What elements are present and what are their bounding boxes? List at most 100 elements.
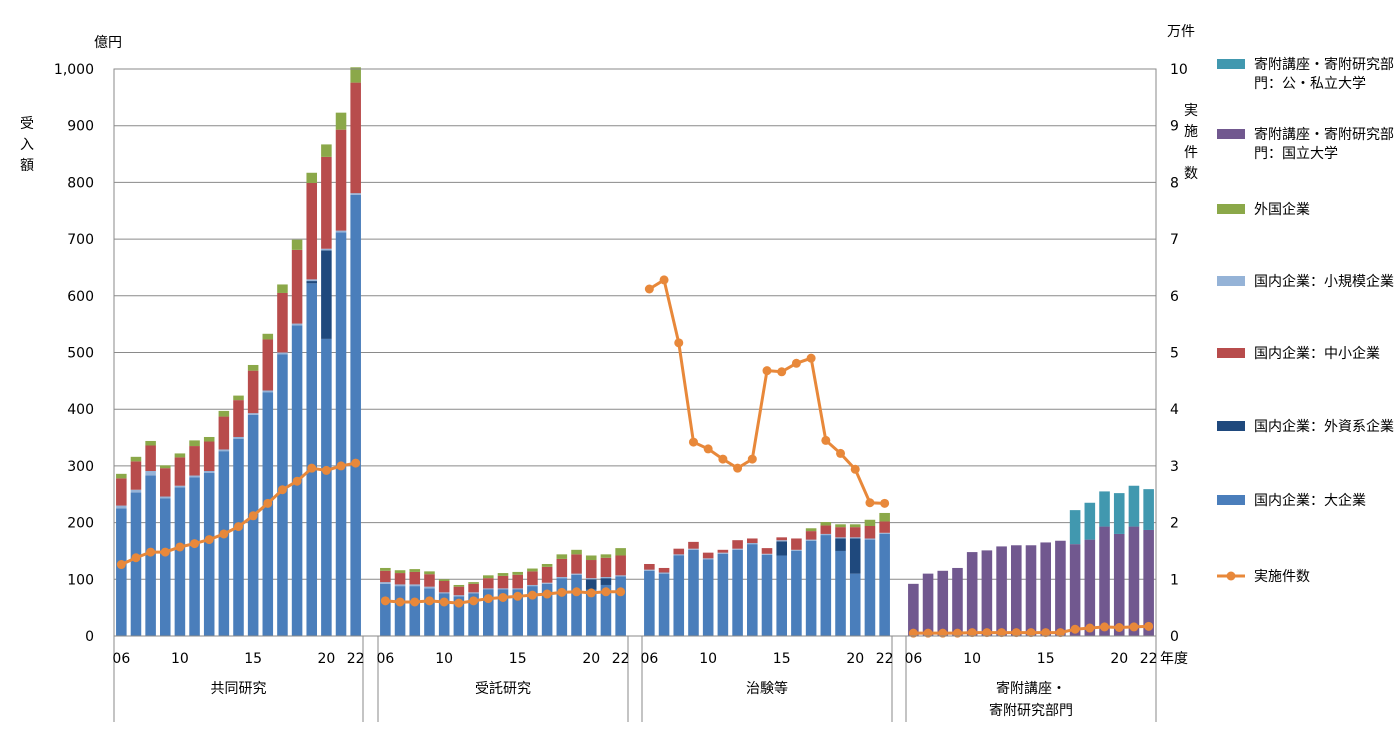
legend-label: 門：国立大学: [1254, 146, 1338, 162]
bar-sme: [116, 478, 127, 506]
bar-sme: [600, 557, 612, 578]
bar-large: [791, 550, 802, 636]
y-left-tick-label: 700: [67, 232, 94, 248]
bar-small: [585, 578, 597, 580]
bar-kifu_national: [1084, 539, 1096, 636]
bar-sme: [233, 400, 244, 437]
y-left-tick-label: 200: [67, 516, 94, 532]
bar-foreign: [409, 569, 421, 572]
bar-large: [468, 593, 479, 636]
bar-sme: [306, 182, 318, 280]
bar-kifu_national: [1055, 540, 1066, 636]
bar-sme: [218, 416, 230, 450]
bar-kifu_public: [1069, 510, 1081, 545]
group-label: 共同研究: [211, 681, 267, 697]
bar-small: [335, 230, 347, 233]
bar-small: [761, 553, 773, 555]
bar-sme: [835, 527, 846, 538]
bar-foreign: [218, 410, 230, 417]
bar-small: [512, 588, 523, 590]
bar-large: [761, 554, 773, 636]
y-left-tick-label: 1,000: [54, 62, 94, 78]
bar-foreign_cap: [321, 250, 332, 339]
count-point: [1085, 623, 1095, 633]
y-right-tick-label: 2: [1170, 516, 1179, 532]
count-point: [292, 476, 302, 486]
bar-large: [174, 487, 186, 636]
x-tick-label: 22: [612, 651, 630, 667]
x-tick-label: 06: [640, 651, 658, 667]
bar-foreign: [571, 549, 582, 555]
bar-foreign: [527, 568, 538, 572]
bars: [116, 67, 1154, 636]
bar-kifu_national: [1040, 542, 1051, 636]
count-point: [513, 591, 523, 601]
count-point: [923, 628, 933, 638]
bar-small: [527, 584, 538, 587]
legend-swatch-kifu_public: [1217, 59, 1245, 69]
bar-sme: [512, 574, 523, 589]
bar-small: [291, 323, 303, 326]
count-point: [410, 597, 420, 607]
count-point: [190, 539, 200, 549]
bar-kifu_national: [1025, 545, 1037, 636]
bar-sme: [203, 441, 215, 472]
group-label: 受託研究: [475, 681, 531, 697]
bar-large: [879, 533, 890, 636]
bar-small: [879, 532, 890, 534]
count-point: [1041, 628, 1051, 638]
bar-small: [380, 582, 391, 584]
legend-label: 寄附講座・寄附研究部: [1254, 126, 1394, 143]
plot-border: [113, 68, 1157, 637]
bar-sme: [291, 249, 303, 324]
bar-kifu_national: [1069, 544, 1081, 636]
bar-small: [673, 554, 685, 556]
bar-sme: [673, 548, 685, 555]
bar-foreign: [159, 465, 171, 469]
bar-sme: [747, 538, 758, 544]
y-right-tick-label: 5: [1170, 346, 1179, 362]
x-unit: 年度: [1160, 651, 1188, 667]
count-point: [718, 454, 728, 464]
y-left-unit: 億円: [94, 35, 122, 51]
bar-foreign_cap: [835, 538, 846, 551]
count-point: [1011, 628, 1021, 638]
bar-sme: [277, 292, 288, 353]
bar-kifu_national: [952, 567, 963, 636]
bar-large: [688, 549, 699, 636]
bar-sme: [644, 563, 655, 570]
y-right-tick-label: 10: [1170, 62, 1188, 78]
count-point: [160, 547, 170, 557]
count-point: [616, 587, 626, 597]
bar-small: [849, 537, 861, 539]
x-tick-label: 06: [112, 651, 130, 667]
y-right-tick-label: 9: [1170, 119, 1179, 135]
count-point: [175, 542, 185, 552]
bar-foreign: [541, 563, 553, 567]
bar-foreign: [335, 112, 347, 130]
count-point: [424, 596, 434, 606]
bar-small: [805, 539, 817, 541]
bar-foreign: [394, 570, 406, 574]
count-point: [263, 498, 273, 508]
bar-sme: [776, 537, 787, 541]
bar-large: [350, 194, 361, 636]
count-point: [762, 366, 772, 376]
bar-foreign: [262, 333, 274, 340]
legend-swatch-sme: [1217, 348, 1245, 358]
bar-sme: [497, 575, 509, 589]
bar-small: [321, 248, 332, 251]
bar-foreign: [453, 584, 465, 587]
bar-small: [453, 595, 465, 597]
count-point: [146, 547, 156, 557]
count-point: [880, 498, 890, 508]
bar-foreign_cap: [306, 281, 318, 284]
bar-foreign: [556, 554, 568, 559]
count-point: [277, 485, 287, 495]
x-tick-label: 10: [963, 651, 981, 667]
bar-foreign: [321, 144, 332, 157]
count-point: [1114, 622, 1124, 632]
bar-large: [262, 392, 274, 636]
bar-small: [350, 193, 361, 195]
bar-foreign: [145, 440, 156, 446]
